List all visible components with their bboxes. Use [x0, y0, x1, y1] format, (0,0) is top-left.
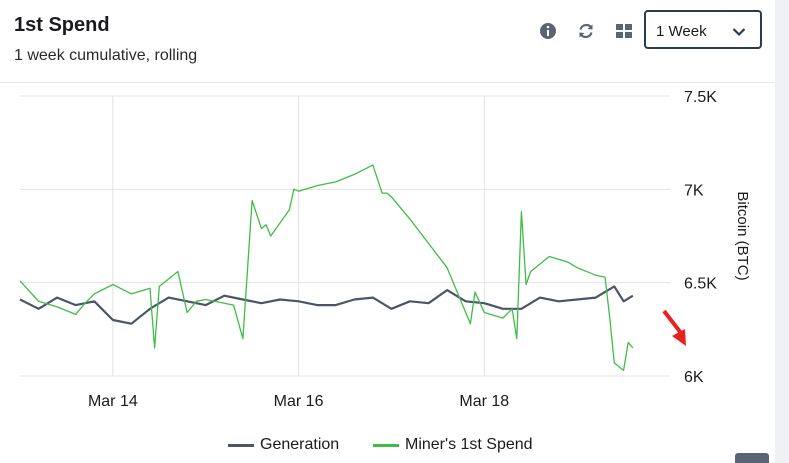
legend-swatch-generation [228, 443, 254, 447]
header-divider [0, 82, 775, 83]
chart-title: 1st Spend [14, 14, 110, 36]
x-tick-label: Mar 14 [88, 393, 138, 410]
axis-labels: 6K 6.5K 7K 7.5K Mar 14 Mar 16 Mar 18 [88, 89, 717, 410]
legend-item-generation[interactable]: Generation [228, 434, 339, 456]
page-scroll-strip [775, 0, 789, 463]
info-icon[interactable] [537, 20, 559, 42]
y-axis-label: Bitcoin (BTC) [734, 191, 751, 280]
x-tick-label: Mar 18 [459, 393, 509, 410]
legend-label-miners-1st-spend: Miner's 1st Spend [405, 436, 533, 453]
legend-label-generation: Generation [260, 436, 340, 453]
y-tick-label: 6.5K [684, 276, 717, 293]
y-tick-label: 6K [684, 369, 704, 386]
series-line-miners-1st-spend [19, 164, 634, 372]
refresh-icon[interactable] [575, 20, 597, 42]
legend-item-miners-1st-spend[interactable]: Miner's 1st Spend [373, 434, 533, 456]
annotation-arrow [662, 309, 686, 346]
series-line-generation [19, 285, 634, 325]
legend-swatch-miners-1st-spend [373, 443, 399, 447]
chart-subtitle: 1 week cumulative, rolling [14, 47, 198, 64]
chart-legend: Generation Miner's 1st Spend [0, 434, 775, 456]
series-lines [19, 164, 634, 372]
timeframe-dropdown[interactable]: 1 Week [644, 10, 762, 49]
chevron-down-icon [732, 24, 746, 42]
grid-lines [20, 95, 670, 377]
grid-icon[interactable] [613, 20, 635, 42]
y-tick-label: 7K [684, 182, 704, 199]
timeframe-value: 1 Week [656, 23, 707, 40]
corner-button[interactable] [735, 453, 769, 463]
x-tick-label: Mar 16 [274, 393, 324, 410]
y-tick-label: 7.5K [684, 89, 717, 106]
line-chart: 6K 6.5K 7K 7.5K Mar 14 Mar 16 Mar 18 Bitcoin (… [19, 89, 751, 410]
